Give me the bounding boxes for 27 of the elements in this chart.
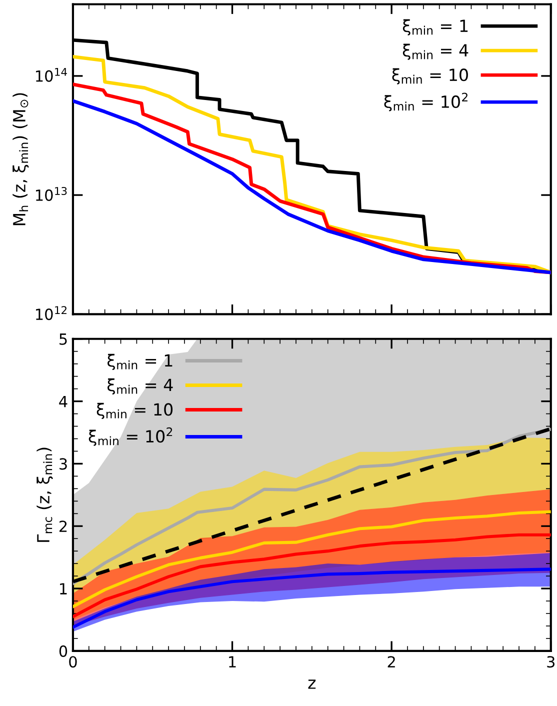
x-axis-title: z xyxy=(308,680,316,689)
y-tick-label: 10$^{12}$ xyxy=(36,306,66,320)
line-series xyxy=(72,568,551,629)
legend-label: ξ$_{min}$ = 1 xyxy=(402,19,468,36)
legend-label: ξ$_{min}$ = 10$^{2}$ xyxy=(384,92,468,112)
x-tick-label: 2 xyxy=(388,656,395,668)
legend-label: ξ$_{min}$ = 10 xyxy=(392,68,468,84)
legend-label: ξ$_{min}$ = 10 xyxy=(96,402,173,420)
legend-label: ξ$_{min}$ = 10$^{2}$ xyxy=(88,427,172,446)
y-axis-title: Γ$_{mc}$ (z, ξ$_{min}$) xyxy=(36,448,53,542)
legend-label: ξ$_{min}$ = 4 xyxy=(402,44,468,60)
y-tick-label: 5 xyxy=(60,334,67,345)
x-tick-label: 0 xyxy=(69,656,77,668)
y-tick-label: 2 xyxy=(60,520,67,532)
y-tick-label: 3 xyxy=(60,458,67,470)
x-tick-label: 1 xyxy=(229,656,236,668)
x-tick-label: 3 xyxy=(547,656,555,668)
y-tick-label: 1 xyxy=(60,583,67,594)
legend-label: ξ$_{min}$ = 1 xyxy=(108,354,172,370)
y-tick-label: 10$^{13}$ xyxy=(36,186,67,201)
line-series xyxy=(72,533,551,618)
line-series xyxy=(72,510,551,608)
y-tick-label: 0 xyxy=(59,645,68,657)
y-axis-title: M$_{h}$ (z, ξ$_{min}$) (M$_{⊙}$) xyxy=(12,93,29,226)
y-tick-label: 4 xyxy=(59,396,68,408)
legend-label: ξ$_{min}$ = 4 xyxy=(108,378,173,395)
y-tick-label: 10$^{14}$ xyxy=(36,68,67,82)
